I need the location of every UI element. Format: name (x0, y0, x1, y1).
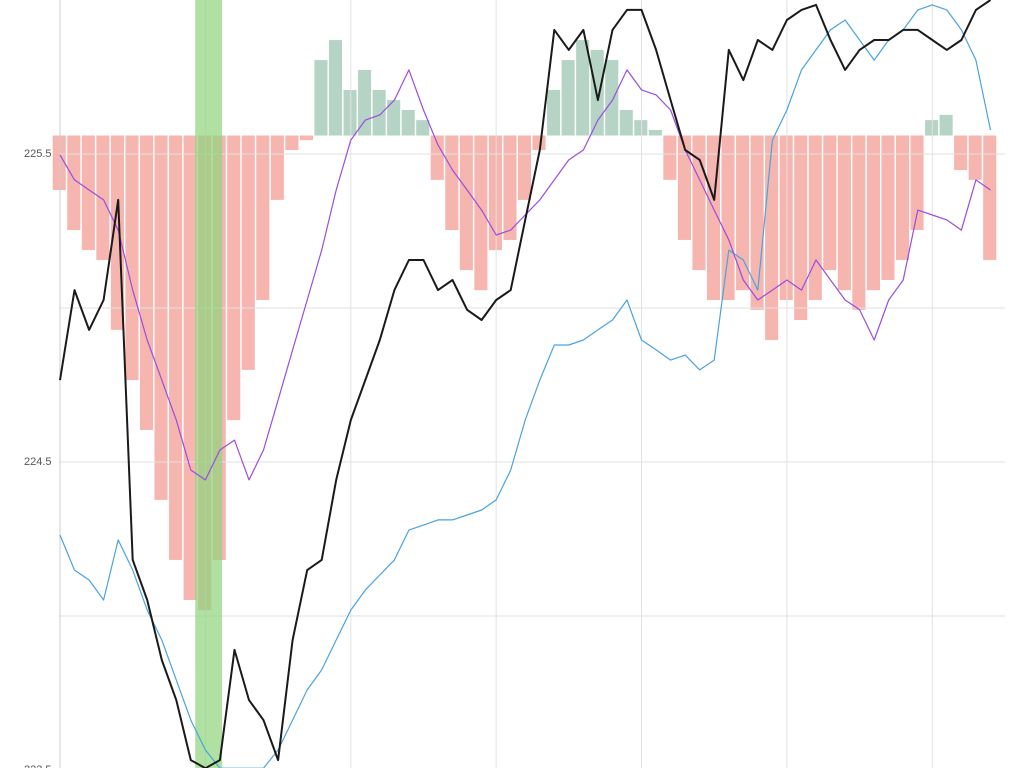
histogram-bar (241, 135, 255, 370)
histogram-bar (81, 135, 95, 251)
histogram-bar (794, 135, 808, 321)
histogram-bar (910, 135, 924, 231)
histogram-bar (866, 135, 880, 291)
histogram-bar (96, 135, 110, 260)
histogram-bar (474, 135, 488, 291)
histogram-bar (52, 135, 66, 191)
histogram-bar (547, 89, 561, 136)
histogram-bar (648, 129, 662, 136)
histogram-bar (285, 135, 299, 150)
histogram-bar (837, 135, 851, 291)
histogram-bar (227, 135, 241, 421)
y-tick-label: 223.5 (24, 764, 52, 768)
histogram-bar (416, 120, 430, 136)
histogram-bar (299, 135, 313, 141)
histogram-bar (765, 135, 779, 341)
histogram-bar (256, 135, 270, 300)
highlight-band (195, 0, 223, 768)
histogram-bar (779, 135, 793, 300)
histogram-bar (139, 135, 154, 430)
histogram-bar (169, 135, 183, 560)
histogram-bar (939, 114, 953, 136)
histogram-bar (605, 60, 619, 136)
histogram-bar (154, 135, 168, 500)
histogram-bar (925, 120, 939, 136)
histogram-bar (183, 135, 197, 600)
histogram-bar (721, 135, 735, 300)
histogram-bar (736, 135, 750, 291)
histogram-bar (459, 135, 473, 271)
histogram-bar (677, 135, 691, 240)
histogram-bar (488, 135, 502, 251)
histogram-bar (343, 89, 357, 136)
histogram-bar (270, 135, 284, 200)
histogram-bar (372, 89, 386, 136)
histogram-bar (634, 120, 648, 136)
histogram-bar (983, 135, 997, 260)
histogram-bar (852, 135, 866, 310)
line-series (59, 69, 991, 481)
histogram-bar (328, 40, 343, 136)
histogram-bar (517, 135, 532, 200)
histogram-bar (532, 135, 546, 150)
histogram-bar (314, 60, 328, 136)
histogram-bar (67, 135, 81, 231)
histogram-bar (881, 135, 895, 280)
histogram-bar (808, 135, 822, 300)
histogram-bar (663, 135, 677, 180)
line-series (59, 0, 992, 768)
y-tick-label: 225.5 (24, 148, 52, 160)
histogram-bar (823, 135, 837, 271)
histogram-bar (750, 135, 764, 310)
histogram-bar (619, 109, 633, 136)
histogram-bar (358, 69, 372, 136)
histogram-bar (401, 109, 415, 136)
histogram-bar (561, 60, 575, 136)
histogram-bar (576, 40, 590, 136)
histogram-bar (445, 135, 459, 231)
histogram-bar (430, 135, 444, 180)
y-tick-label: 224.5 (24, 456, 52, 468)
histogram-bar (125, 135, 139, 381)
histogram-bar (968, 135, 982, 180)
histogram-bar (503, 135, 517, 240)
histogram-bar (387, 100, 401, 136)
histogram-bar (954, 135, 968, 171)
histogram-bar (895, 135, 910, 260)
